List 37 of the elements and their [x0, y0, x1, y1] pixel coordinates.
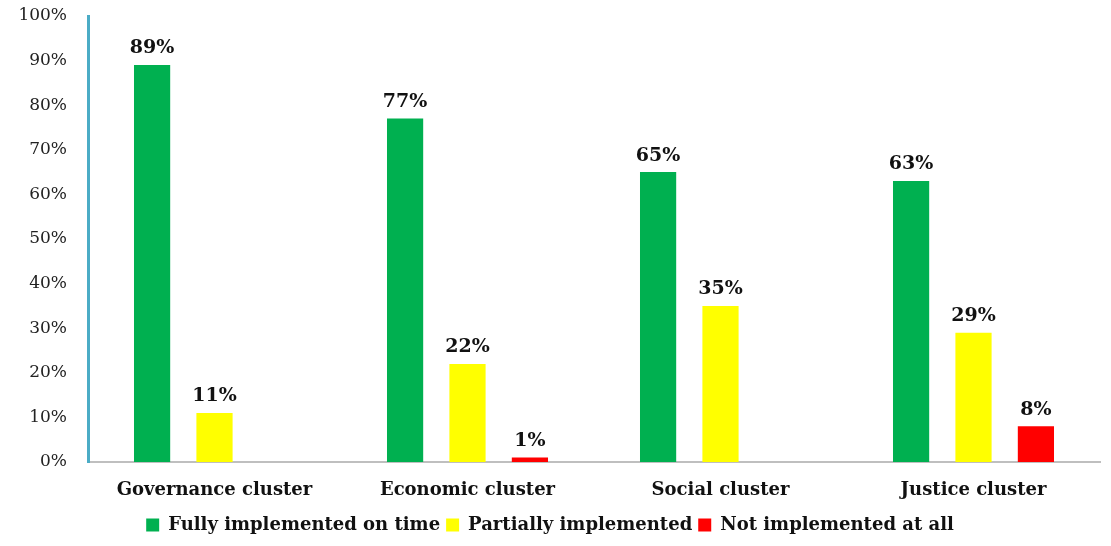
data-label: 22%: [445, 334, 490, 357]
data-label: 63%: [888, 151, 934, 174]
data-label: 65%: [635, 142, 681, 165]
x-tick-label: Justice cluster: [898, 478, 1047, 500]
data-label: 29%: [951, 303, 996, 326]
data-label: 35%: [698, 276, 743, 299]
data-label: 1%: [514, 427, 546, 450]
bar: [1017, 426, 1055, 462]
y-tick-label: 60%: [29, 182, 67, 203]
bar: [640, 172, 677, 462]
y-tick-label: 10%: [29, 405, 67, 426]
bar: [893, 181, 930, 462]
bar: [702, 305, 739, 462]
y-tick-label: 50%: [29, 227, 67, 248]
data-label: 89%: [129, 35, 175, 58]
x-tick-label: Governance cluster: [116, 478, 313, 500]
legend-label: Fully implemented on time: [168, 512, 441, 534]
data-label: 77%: [382, 89, 428, 112]
legend-label: Not implemented at all: [720, 512, 954, 534]
y-tick-label: 30%: [29, 316, 67, 337]
y-tick-label: 80%: [29, 93, 67, 114]
y-tick-label: 70%: [29, 138, 67, 159]
y-tick-label: 90%: [29, 49, 67, 70]
y-tick-label: 0%: [40, 450, 67, 471]
legend-label: Partially implemented: [468, 512, 693, 534]
x-tick-label: Economic cluster: [379, 478, 556, 500]
y-tick-label: 100%: [18, 4, 67, 25]
data-label: 11%: [192, 383, 237, 406]
bar: [196, 412, 233, 462]
bar: [449, 363, 486, 462]
x-tick-label: Social cluster: [651, 478, 790, 500]
y-tick-label: 20%: [29, 361, 67, 382]
y-tick-label: 40%: [29, 272, 67, 293]
bar: [387, 118, 424, 462]
bar: [955, 332, 992, 462]
data-label: 8%: [1020, 396, 1052, 419]
bar: [134, 65, 171, 462]
